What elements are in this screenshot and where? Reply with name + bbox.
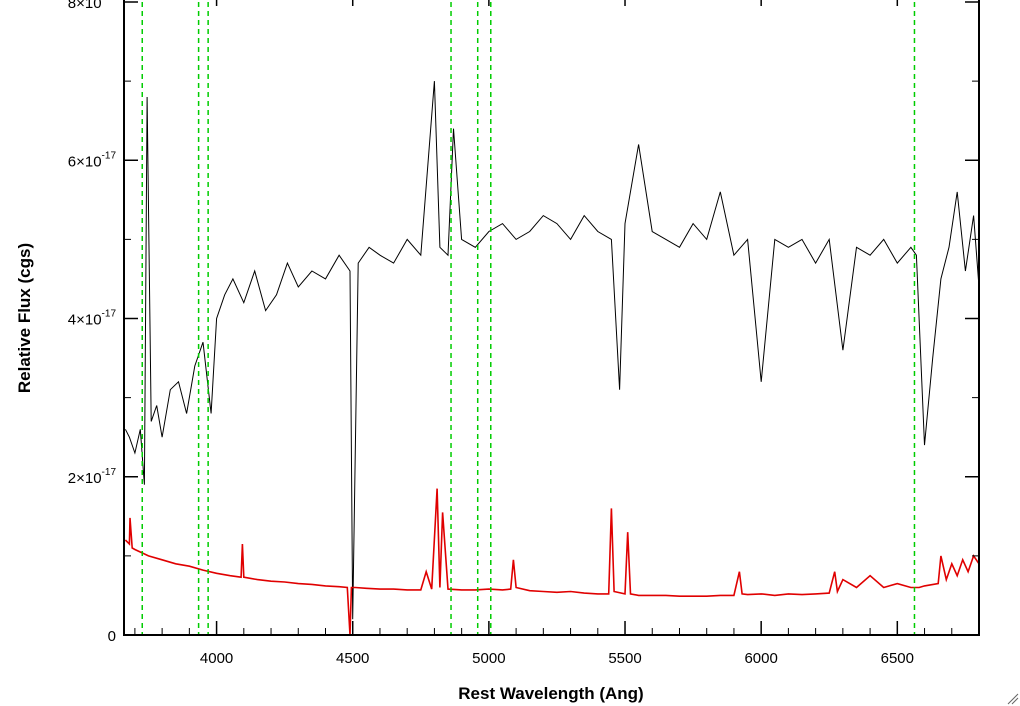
x-tick-label: 5500 [608, 650, 641, 667]
y-tick-label: 6×10-17 [68, 150, 117, 170]
y-tick-label: 4×10-17 [68, 309, 117, 329]
x-tick-label: 4500 [336, 650, 369, 667]
x-tick-label: 6500 [881, 650, 914, 667]
axes: 4000 4500 5000 5500 6000 6500 0 2×10-17 4×10-17 6… [68, 0, 980, 667]
resize-grip-icon[interactable] [1007, 693, 1019, 705]
y-tick-label: 0 [108, 628, 116, 645]
plot-frame [123, 0, 980, 636]
y-axis-title: Relative Flux (cgs) [15, 243, 34, 393]
x-tick-label: 4000 [200, 650, 233, 667]
x-tick-label: 5000 [472, 650, 505, 667]
x-axis-title: Rest Wavelength (Ang) [458, 684, 643, 703]
plot-area [124, 2, 979, 635]
y-tick-label: 8×10-17 [68, 0, 117, 12]
series-line-0 [124, 81, 979, 620]
series-line-1 [124, 488, 979, 635]
x-tick-label: 6000 [744, 650, 777, 667]
y-tick-label: 2×10-17 [68, 467, 117, 487]
